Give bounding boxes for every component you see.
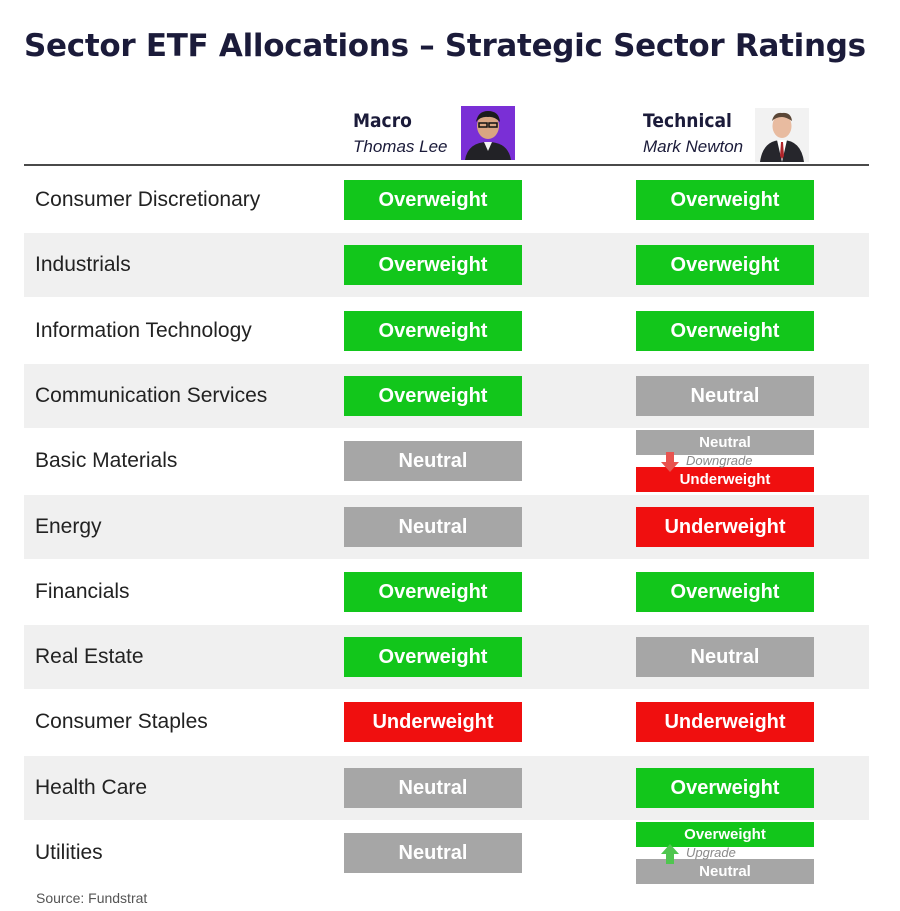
technical-rating-badge: Overweight [636,768,814,808]
technical-rating-badge: Overweight [636,245,814,285]
table-row: Utilities Neutral Overweight Neutral Upgrade [24,821,869,885]
macro-rating-badge: Underweight [344,702,522,742]
sector-label-financials: Financials [35,580,130,603]
arrow-down-icon [661,452,679,472]
table-row: Real Estate Overweight Neutral [24,625,869,689]
macro-analyst-avatar [461,106,515,160]
macro-rating-badge: Neutral [344,441,522,481]
technical-role-label: Technical [643,110,732,132]
macro-rating-badge: Overweight [344,572,522,612]
sector-label-communication-services: Communication Services [35,384,268,407]
macro-rating-badge: Neutral [344,507,522,547]
upgrade-label: Upgrade [686,845,736,860]
technical-rating-new: Underweight [636,467,814,492]
table-row: Financials Overweight Overweight [24,560,869,624]
technical-rating-change: Overweight Neutral Upgrade [636,821,814,885]
table-row: Consumer Staples Underweight Underweight [24,690,869,754]
macro-rating-badge: Neutral [344,833,522,873]
table-row: Energy Neutral Underweight [24,495,869,559]
source-note: Source: Fundstrat [36,890,148,906]
macro-rating-badge: Neutral [344,768,522,808]
sector-label-utilities: Utilities [35,841,103,864]
sector-label-basic-materials: Basic Materials [35,449,178,472]
technical-analyst-name: Mark Newton [643,137,744,156]
table-row: Consumer Discretionary Overweight Overweig… [24,168,869,232]
technical-rating-badge: Neutral [636,376,814,416]
macro-rating-badge: Overweight [344,311,522,351]
downgrade-label: Downgrade [686,453,753,468]
technical-analyst-avatar [755,108,809,162]
technical-rating-new: Overweight [636,822,814,847]
sector-label-energy: Energy [35,515,102,538]
arrow-up-icon [661,844,679,864]
macro-rating-badge: Overweight [344,376,522,416]
technical-rating-badge: Overweight [636,572,814,612]
table-row: Industrials Overweight Overweight [24,233,869,297]
macro-column-header: Macro Thomas Lee [353,106,518,162]
page-title: Sector ETF Allocations – Strategic Secto… [24,28,866,64]
technical-rating-previous: Neutral [636,430,814,455]
table-row: Basic Materials Neutral Neutral Underweight… [24,429,869,493]
technical-rating-badge: Overweight [636,180,814,220]
technical-rating-previous: Neutral [636,859,814,884]
sector-label-consumer-staples: Consumer Staples [35,710,208,733]
table-row: Information Technology Overweight Overweig… [24,299,869,363]
technical-rating-badge: Underweight [636,702,814,742]
technical-rating-badge: Neutral [636,637,814,677]
technical-column-header: Technical Mark Newton [643,106,811,162]
macro-analyst-name: Thomas Lee [353,137,448,156]
macro-rating-badge: Overweight [344,245,522,285]
macro-role-label: Macro [353,110,412,132]
table-row: Health Care Neutral Overweight [24,756,869,820]
technical-rating-badge: Underweight [636,507,814,547]
macro-rating-badge: Overweight [344,180,522,220]
sector-label-industrials: Industrials [35,253,131,276]
table-row: Communication Services Overweight Neutral [24,364,869,428]
sector-label-health-care: Health Care [35,776,148,799]
header-divider [24,164,869,166]
sector-label-information-technology: Information Technology [35,319,252,342]
technical-rating-badge: Overweight [636,311,814,351]
sector-label-real-estate: Real Estate [35,645,144,668]
macro-rating-badge: Overweight [344,637,522,677]
technical-rating-change: Neutral Underweight Downgrade [636,429,814,493]
sector-label-consumer-discretionary: Consumer Discretionary [35,188,261,211]
